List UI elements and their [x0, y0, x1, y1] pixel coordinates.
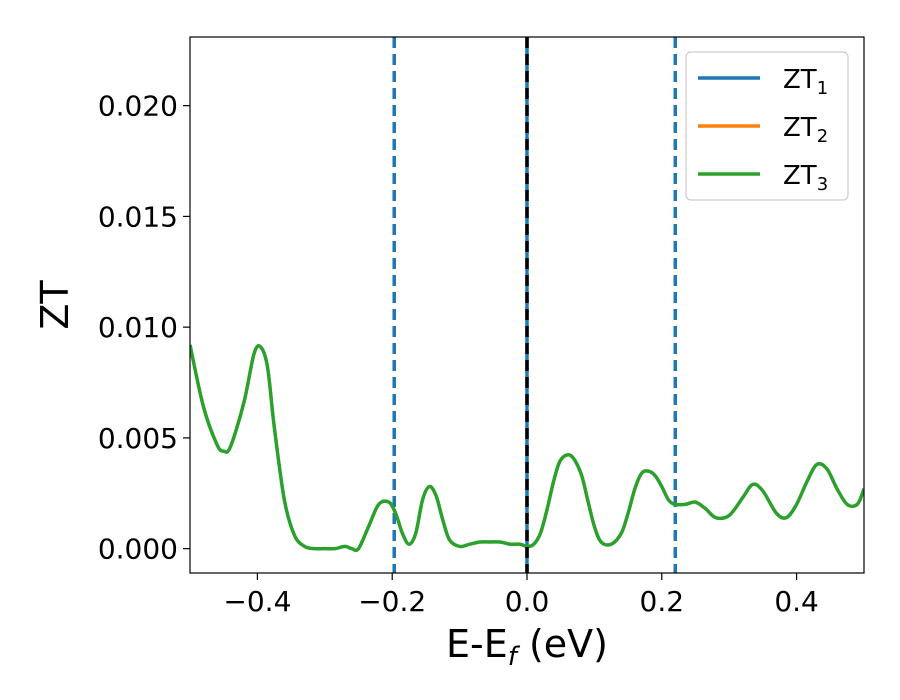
y-tick-label: 0.005 — [98, 422, 178, 455]
legend-label-zt1: ZT1 — [783, 65, 828, 99]
legend-label-main: ZT — [783, 113, 817, 143]
y-tick-label: 0.000 — [98, 533, 178, 566]
series-line-zt3 — [190, 344, 864, 553]
legend-label-zt2: ZT2 — [783, 113, 828, 147]
legend-label-sub: 1 — [817, 78, 828, 99]
y-axis-ticks: 0.000 0.005 0.010 0.015 0.020 — [98, 90, 190, 566]
legend-label-sub: 2 — [817, 126, 828, 147]
x-tick-label: −0.2 — [358, 585, 426, 618]
x-axis-label: E-Ef (eV) — [446, 622, 608, 672]
legend-box — [685, 51, 849, 201]
y-tick-label: 0.015 — [98, 200, 178, 233]
x-axis-ticks: −0.4 −0.2 0.0 0.2 0.4 — [223, 573, 819, 618]
legend-label-main: ZT — [783, 161, 817, 191]
legend-label-sub: 3 — [817, 174, 828, 195]
y-tick-label: 0.020 — [98, 90, 178, 123]
legend-label-main: ZT — [783, 65, 817, 95]
x-axis-label-main: E-E — [446, 622, 508, 666]
x-tick-label: 0.2 — [640, 585, 685, 618]
legend-label-zt3: ZT3 — [783, 161, 828, 195]
x-axis-label-unit: (eV) — [517, 622, 608, 666]
x-tick-label: −0.4 — [223, 585, 291, 618]
series-layer — [190, 344, 864, 553]
y-axis-label: ZT — [33, 280, 77, 330]
x-tick-label: 0.4 — [774, 585, 819, 618]
y-tick-label: 0.010 — [98, 311, 178, 344]
x-tick-label: 0.0 — [505, 585, 550, 618]
